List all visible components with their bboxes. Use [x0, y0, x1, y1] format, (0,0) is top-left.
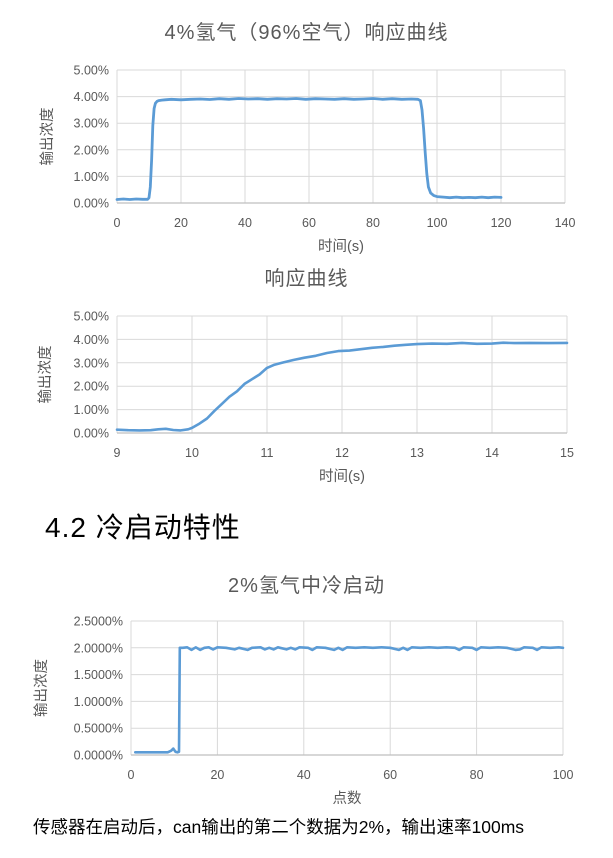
x-tick-label: 0 — [128, 768, 135, 782]
y-tick-label: 5.00% — [74, 64, 109, 78]
x-tick-label: 60 — [383, 768, 397, 782]
x-tick-label: 60 — [302, 216, 316, 230]
x-tick-label: 80 — [366, 216, 380, 230]
y-tick-label: 0.00% — [74, 427, 109, 441]
y-tick-label: 2.0000% — [74, 641, 123, 655]
y-tick-label: 2.00% — [74, 143, 109, 157]
data-line — [134, 645, 565, 754]
y-axis-title: 输出浓度 — [33, 659, 50, 717]
x-axis-title: 时间(s) — [318, 238, 364, 255]
data-line — [115, 97, 503, 201]
data-line — [115, 341, 569, 432]
chart-title: 2%氢气中冷启动 — [228, 575, 385, 597]
x-tick-label: 100 — [427, 216, 448, 230]
x-tick-label: 13 — [410, 446, 424, 460]
x-tick-label: 0 — [114, 216, 121, 230]
x-tick-label: 12 — [335, 446, 349, 460]
x-tick-label: 11 — [261, 446, 274, 460]
x-tick-label: 40 — [297, 768, 311, 782]
y-tick-label: 0.5000% — [74, 722, 123, 736]
chart-title: 4%氢气（96%空气）响应曲线 — [164, 22, 449, 44]
y-tick-label: 0.0000% — [74, 749, 123, 763]
y-tick-label: 5.00% — [74, 310, 109, 324]
y-tick-label: 4.00% — [74, 90, 109, 104]
x-tick-label: 80 — [470, 768, 484, 782]
x-tick-label: 9 — [114, 446, 121, 460]
y-tick-label: 2.5000% — [74, 615, 123, 629]
y-tick-label: 1.00% — [74, 170, 109, 184]
x-tick-label: 40 — [238, 216, 252, 230]
section-heading: 4.2 冷启动特性 — [45, 512, 241, 543]
x-axis-title: 时间(s) — [319, 468, 365, 485]
x-tick-label: 140 — [555, 216, 576, 230]
plot-area: 0.0000% 0.5000% 1.0000% 1.5000% 2.0000% 2.500… — [33, 615, 574, 808]
body-text: 传感器在启动后，can输出的第二个数据为2%，输出速率100ms — [33, 817, 525, 837]
x-tick-label: 15 — [560, 446, 574, 460]
plot-area: 0.00% 1.00% 2.00% 3.00% 4.00% 5.00% 0 20 40 60 80 1… — [39, 64, 576, 256]
y-tick-label: 3.00% — [74, 356, 109, 370]
plot-area: 0.00% 1.00% 2.00% 3.00% 4.00% 5.00% 9 10 11 12 13 1… — [37, 310, 574, 486]
y-tick-label: 1.5000% — [74, 668, 123, 682]
x-tick-label: 20 — [174, 216, 188, 230]
y-axis-title: 输出浓度 — [39, 108, 56, 166]
x-axis-title: 点数 — [333, 790, 362, 807]
y-tick-label: 3.00% — [74, 117, 109, 131]
chart-title: 响应曲线 — [264, 268, 349, 290]
x-tick-label: 120 — [491, 216, 512, 230]
x-tick-label: 10 — [185, 446, 199, 460]
x-tick-label: 100 — [553, 768, 574, 782]
y-tick-label: 2.00% — [74, 380, 109, 394]
y-axis-title: 输出浓度 — [37, 346, 54, 404]
x-tick-label: 14 — [485, 446, 499, 460]
x-tick-label: 20 — [210, 768, 224, 782]
y-tick-label: 0.00% — [74, 197, 109, 211]
y-tick-label: 1.00% — [74, 403, 109, 417]
y-tick-label: 1.0000% — [74, 695, 123, 709]
y-tick-label: 4.00% — [74, 333, 109, 347]
